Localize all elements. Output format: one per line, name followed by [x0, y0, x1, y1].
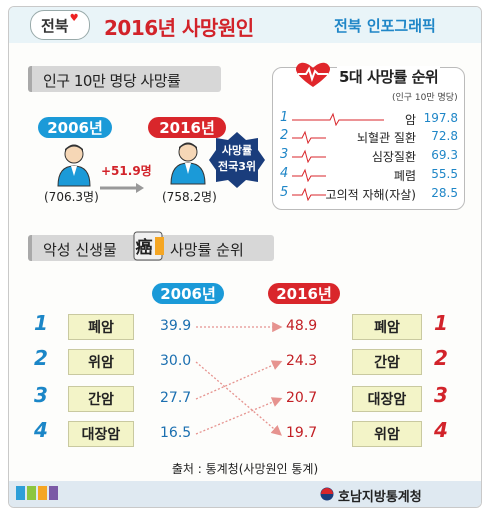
value-2016: 20.7 [286, 390, 318, 406]
top5-row: 3 심장질환 69.3 [280, 147, 458, 165]
section1-title: 인구 10만 명당 사망률 [43, 72, 181, 90]
rank-badge [209, 132, 265, 188]
color-swatch [27, 486, 36, 500]
cause-2016: 폐암 [352, 314, 422, 340]
top5-cause: 고의적 자해(자살) [325, 188, 416, 202]
cause-2016: 대장암 [352, 386, 422, 412]
value-2016: (758.2명) [162, 190, 217, 204]
value-2016: 48.9 [286, 318, 318, 334]
org-name: 호남지방통계청 [338, 490, 422, 505]
rank-2016: 2 [434, 346, 448, 370]
rank-badge-line2: 전국3위 [217, 160, 256, 173]
top5-rank: 4 [280, 166, 289, 181]
rank-2016: 1 [434, 311, 448, 335]
top5-value: 28.5 [431, 186, 458, 200]
top5-value: 72.8 [431, 129, 458, 143]
page-title: 2016년 사망원인 [104, 16, 254, 40]
stamp-icon: 癌 [133, 231, 164, 261]
rank-2006: 1 [34, 311, 48, 335]
top5-row: 4 폐렴 55.5 [280, 166, 458, 184]
top5-rank: 5 [280, 185, 289, 200]
value-2006: 16.5 [160, 425, 192, 441]
color-swatch [38, 486, 47, 500]
value-2016: 24.3 [286, 353, 318, 369]
top5-title: 5대 사망률 순위 [337, 66, 441, 87]
rank-2006: 2 [34, 346, 48, 370]
value-2006: 39.9 [160, 318, 192, 334]
increase-arrow [100, 183, 144, 193]
cause-2006: 위암 [68, 349, 134, 375]
cause-2006: 대장암 [68, 421, 134, 447]
person-icon [57, 144, 91, 187]
increase-label: +51.9명 [101, 164, 152, 178]
rank-2006: 3 [34, 383, 48, 407]
value-2006: 30.0 [160, 353, 192, 369]
top5-row: 5 고의적 자해(자살) 28.5 [280, 185, 458, 203]
cause-2006: 간암 [68, 386, 134, 412]
emblem-icon [320, 487, 334, 501]
cause-2016: 간암 [352, 349, 422, 375]
top5-cause: 암 [404, 113, 416, 127]
source-note: 출처 : 통계청(사망원인 통계) [171, 462, 319, 476]
value-2016: 19.7 [286, 425, 318, 441]
logo-text: 전북 [41, 16, 69, 35]
top5-unit: (인구 10만 명당) [392, 93, 458, 103]
value-2006: (706.3명) [44, 190, 99, 204]
top5-cause: 뇌혈관 질환 [356, 131, 416, 145]
rank-2016: 4 [434, 418, 448, 442]
heart-icon: ♥ [69, 12, 79, 24]
brand-label: 전북 인포그래픽 [334, 17, 436, 35]
rank-badge-line1: 사망률 [221, 144, 253, 157]
person-icon [170, 142, 206, 185]
heart-pulse-icon [295, 62, 331, 87]
stamp-char: 癌 [136, 237, 153, 258]
top5-rank: 2 [280, 128, 289, 143]
cause-2006: 폐암 [68, 314, 134, 340]
section2-title-b: 사망률 순위 [170, 241, 244, 259]
rank-2016: 3 [434, 383, 448, 407]
color-swatch [16, 486, 25, 500]
year-2006-badge: 2006년 [38, 117, 112, 138]
top5-box [272, 67, 465, 210]
top5-rank: 3 [280, 147, 289, 162]
value-2006: 27.7 [160, 390, 192, 406]
top5-value: 55.5 [431, 167, 458, 181]
top5-value: 197.8 [423, 111, 458, 125]
section1-bar [28, 66, 221, 92]
section2-title-a: 악성 신생물 [43, 241, 117, 259]
pulse-line-icon [292, 130, 326, 144]
rank-badge-text: 사망률 전국3위 [208, 143, 266, 175]
footer-band [9, 481, 481, 507]
top5-cause: 심장질환 [371, 150, 416, 164]
cause-2016: 위암 [352, 421, 422, 447]
color-swatch [49, 486, 58, 500]
top5-value: 69.3 [431, 148, 458, 162]
top5-row: 1 암 197.8 [280, 110, 458, 128]
pulse-line-icon [292, 149, 326, 163]
pulse-line-icon [292, 187, 326, 201]
rank-2006: 4 [34, 418, 48, 442]
pulse-line-icon [292, 112, 384, 126]
top5-rank: 1 [280, 110, 289, 125]
pulse-line-icon [292, 168, 326, 182]
year-2006-header: 2006년 [152, 283, 224, 304]
year-2016-header: 2016년 [268, 283, 340, 304]
logo: 전북 ♥ [30, 10, 90, 40]
top5-row: 2 뇌혈관 질환 72.8 [280, 128, 458, 146]
year-2016-badge: 2016년 [148, 117, 226, 138]
top5-cause: 폐렴 [393, 169, 416, 183]
